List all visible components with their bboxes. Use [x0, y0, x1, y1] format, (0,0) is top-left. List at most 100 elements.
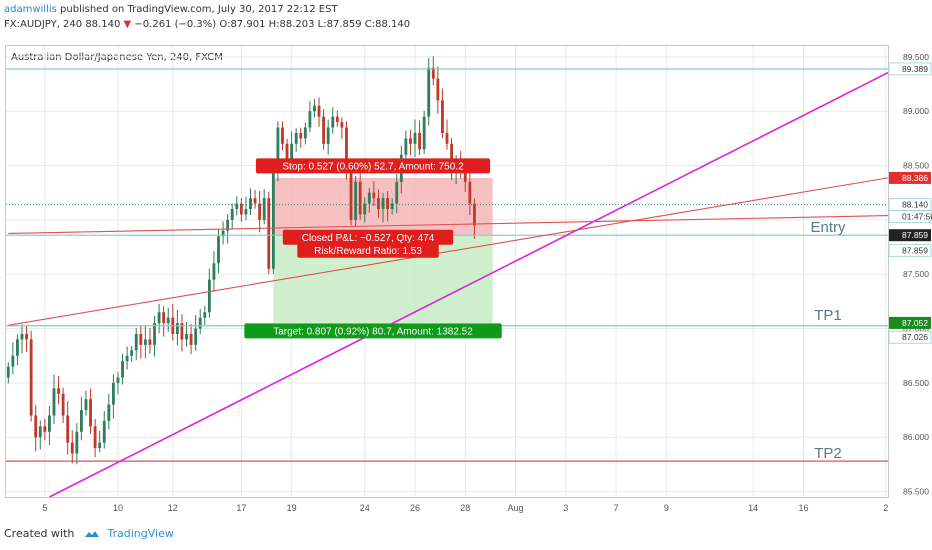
- candle-body: [436, 78, 440, 101]
- candle-body: [308, 111, 312, 128]
- candle-body: [75, 431, 79, 454]
- created-with-text: Created with: [4, 527, 75, 540]
- target-label: Target: 0.807 (0.92%) 80.7, Amount: 1382…: [273, 327, 473, 338]
- chart-pane[interactable]: [5, 45, 888, 498]
- x-tick-label: 10: [113, 503, 123, 513]
- candle-body: [57, 388, 60, 394]
- candle-body: [372, 192, 376, 199]
- candle-body: [390, 203, 394, 210]
- candle-body: [450, 143, 453, 171]
- y-tick-label: 88.500: [903, 161, 929, 171]
- candle-body: [157, 312, 161, 324]
- candle-body: [326, 127, 330, 144]
- candle-body: [207, 279, 211, 313]
- candle-body: [367, 192, 371, 204]
- candle-body: [217, 236, 220, 264]
- candle-body: [244, 209, 248, 215]
- chart-title: Australian Dollar/Japanese Yen, 240, FXC…: [11, 52, 223, 63]
- change-text: −0.261 (−0.3%): [134, 19, 217, 30]
- down-arrow-icon: ▼: [123, 19, 132, 30]
- candle-body: [79, 410, 83, 432]
- candle-body: [226, 219, 230, 231]
- candle-body: [43, 426, 47, 432]
- candle-body: [404, 138, 408, 155]
- candle-body: [349, 170, 353, 220]
- x-tick-label: Aug: [508, 503, 524, 513]
- candle-body: [422, 116, 426, 150]
- tradingview-brand[interactable]: TradingView: [107, 527, 174, 540]
- axis-value-label: 88.140: [902, 200, 928, 210]
- candle-body: [16, 339, 19, 356]
- stop-label: Stop: 0.527 (0.60%) 52.7, Amount: 750.2: [282, 162, 464, 173]
- annotation-tp1: TP1: [814, 307, 842, 324]
- candle-body: [125, 355, 129, 362]
- author-link[interactable]: adamwillis: [4, 4, 57, 15]
- axis-value-bg: [889, 171, 931, 184]
- y-tick-label: 86.500: [903, 378, 929, 388]
- candle-body: [441, 100, 444, 133]
- y-tick-label: 89.500: [903, 52, 929, 62]
- candle-body: [381, 198, 385, 210]
- trend-line: [49, 71, 888, 497]
- candle-body: [253, 198, 257, 204]
- candle-body: [20, 333, 24, 340]
- y-tick-label: 85.500: [903, 487, 929, 497]
- trend-line: [8, 177, 888, 326]
- candle-body: [285, 143, 289, 161]
- candle-body: [345, 127, 348, 171]
- candle-body: [34, 415, 38, 438]
- candle-body: [162, 312, 166, 324]
- axis-value-bg: [889, 229, 931, 242]
- footer: Created with TradingView: [4, 527, 174, 540]
- candle-body: [468, 181, 472, 204]
- candle-body: [317, 105, 321, 117]
- x-tick-label: 19: [287, 503, 297, 513]
- candle-body: [294, 132, 298, 144]
- candle-body: [239, 203, 243, 215]
- candle-body: [102, 420, 106, 443]
- x-tick-label: 14: [748, 503, 758, 513]
- axis-value-label: 88.386: [902, 173, 928, 183]
- axis-value-label: 01:47:56: [902, 212, 932, 222]
- price-axis[interactable]: [888, 45, 932, 498]
- candle-body: [271, 170, 275, 269]
- candle-body: [340, 122, 344, 128]
- candle-body: [427, 67, 431, 117]
- candle-body: [111, 382, 115, 405]
- candle-body: [153, 323, 156, 345]
- axis-value-label: 87.026: [902, 332, 928, 342]
- candle-body: [418, 132, 421, 150]
- pnl-label: Closed P&L: −0.527, Qty: 474: [302, 233, 435, 244]
- axis-value-label: 89.389: [902, 64, 928, 74]
- candle-body: [25, 333, 28, 340]
- candle-body: [463, 170, 467, 182]
- x-tick-label: 28: [460, 503, 470, 513]
- symbol-text: FX:AUDJPY, 240 88.140: [4, 19, 121, 30]
- candle-body: [303, 127, 307, 139]
- candle-body: [148, 339, 152, 345]
- candle-body: [262, 198, 266, 220]
- x-tick-label: 17: [236, 503, 246, 513]
- candle-body: [52, 388, 56, 416]
- x-tick-label: 2: [883, 503, 888, 513]
- candle-body: [11, 355, 15, 367]
- axis-value-bg: [888, 62, 932, 76]
- candle-body: [194, 328, 198, 345]
- pnl-label-bg: [282, 229, 454, 245]
- x-tick-label: 24: [360, 503, 370, 513]
- annotation-tp2: TP2: [814, 445, 842, 462]
- candle-body: [276, 127, 280, 171]
- y-tick-label: 89.000: [903, 106, 929, 116]
- tradingview-logo-icon: [84, 531, 99, 537]
- trend-line: [8, 215, 888, 235]
- y-tick-label: 87.500: [903, 269, 929, 279]
- candle-body: [180, 323, 184, 340]
- candle-body: [431, 67, 435, 79]
- rr-label: Risk/Reward Ratio: 1.53: [314, 246, 422, 257]
- candle-body: [130, 350, 134, 356]
- candle-body: [189, 333, 193, 345]
- candle-body: [93, 426, 97, 449]
- candle-body: [267, 198, 271, 269]
- candle-body: [61, 393, 65, 416]
